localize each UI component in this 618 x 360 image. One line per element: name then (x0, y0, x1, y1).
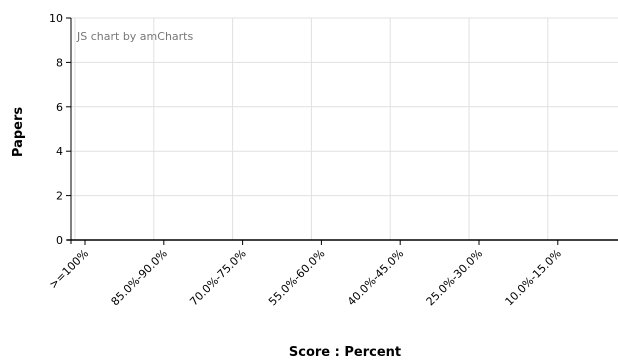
y-tick-label: 10 (49, 12, 63, 25)
y-axis-title: Papers (11, 107, 26, 157)
chart-watermark[interactable]: JS chart by amCharts (76, 30, 193, 43)
y-tick-label: 2 (56, 190, 63, 203)
y-ticks: 0 2 4 6 8 10 (49, 12, 71, 247)
y-tick-label: 8 (56, 56, 63, 69)
x-ticks: >=100% 85.0%-90.0% 70.0%-75.0% 55.0%-60.0% 4… (47, 240, 564, 308)
y-tick-label: 0 (56, 234, 63, 247)
x-tick-label: 85.0%-90.0% (109, 247, 170, 308)
x-tick-label: 40.0%-45.0% (345, 247, 406, 308)
y-tick-label: 4 (56, 145, 63, 158)
x-tick-label: 70.0%-75.0% (187, 247, 248, 308)
x-tick-label: >=100% (47, 247, 91, 291)
x-axis-title: Score : Percent (289, 345, 401, 360)
y-tick-label: 6 (56, 101, 63, 114)
grid-lines (71, 17, 618, 241)
x-tick-label: 10.0%-15.0% (503, 247, 564, 308)
x-tick-label: 25.0%-30.0% (424, 247, 485, 308)
x-tick-label: 55.0%-60.0% (266, 247, 327, 308)
